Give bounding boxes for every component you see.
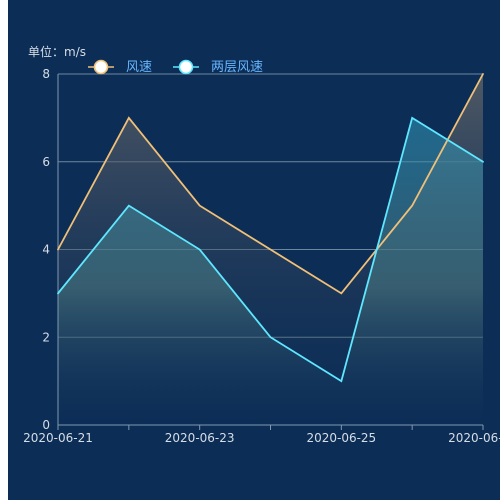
y-tick-label: 4 <box>42 243 50 257</box>
x-tick-label: 2020-06-23 <box>165 431 235 445</box>
line-layer <box>57 73 484 383</box>
legend-marker-icon <box>93 59 109 75</box>
y-tick-label: 6 <box>42 155 50 169</box>
series-line-1 <box>57 116 484 383</box>
legend-marker-icon <box>178 59 194 75</box>
series-area-1 <box>58 117 483 425</box>
y-tick-label: 8 <box>42 67 50 81</box>
legend-label: 风速 <box>126 60 152 75</box>
x-tick-label: 2020-06-25 <box>306 431 376 445</box>
y-tick-label: 0 <box>42 418 50 432</box>
label-layer: 单位：m/s 0 2 4 6 8 2020-06-21 2020-06-23 2020-06-… <box>23 44 500 445</box>
legend-label: 两层风速 <box>211 60 263 75</box>
y-tick-label: 2 <box>42 330 50 344</box>
x-tick-label: 2020-06-27 <box>448 431 500 445</box>
legend-item-1[interactable]: 两层风速 <box>173 59 263 75</box>
unit-label: 单位：m/s <box>28 44 86 59</box>
left-border-strip <box>0 0 8 500</box>
x-tick-label: 2020-06-21 <box>23 431 93 445</box>
legend[interactable]: 风速 两层风速 <box>88 59 263 75</box>
legend-item-0[interactable]: 风速 <box>88 59 152 75</box>
series-line-0 <box>57 73 484 295</box>
